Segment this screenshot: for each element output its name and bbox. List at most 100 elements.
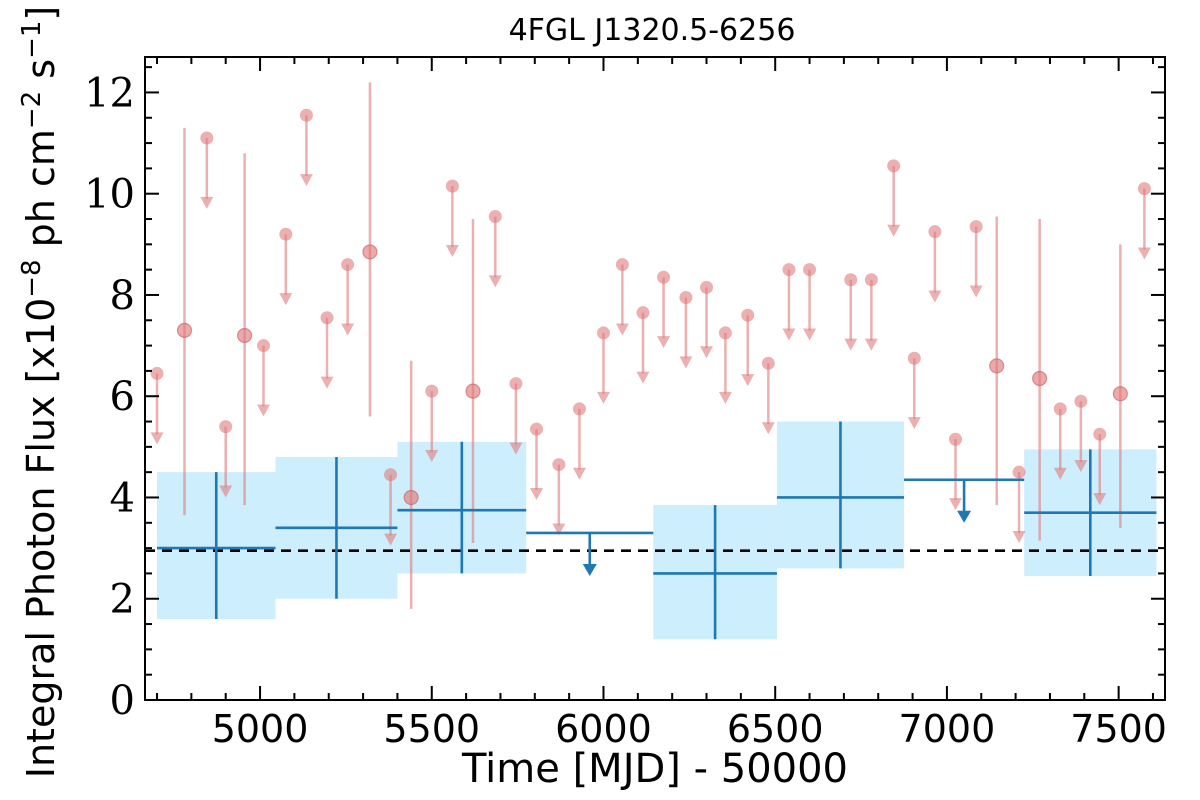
upper-limit-point (907, 351, 921, 365)
upper-limit-point (844, 273, 858, 287)
x-tick-label: 5000 (212, 707, 309, 751)
upper-limit-point (803, 263, 817, 277)
x-tick-label: 7000 (899, 707, 996, 751)
detection-point (1112, 386, 1128, 402)
upper-limit-arrowhead (803, 328, 817, 341)
upper-limit-point (509, 377, 523, 391)
upper-limit-point (384, 468, 398, 482)
upper-limit-arrowhead (256, 404, 270, 417)
y-axis-label-exp1: −8 (17, 259, 47, 297)
upper-limit-arrowhead (1074, 460, 1088, 473)
upper-limit-arrowhead (679, 356, 693, 369)
upper-limit-arrowhead (509, 442, 523, 455)
upper-limit-point (572, 402, 586, 416)
upper-limit-point (679, 290, 693, 304)
upper-limit-point (700, 280, 714, 294)
plot-content (145, 82, 1165, 640)
upper-limit-arrowhead (700, 346, 714, 359)
y-tick-label: 2 (110, 577, 135, 623)
y-tick-label: 10 (84, 172, 135, 218)
upper-limit-point (200, 131, 214, 145)
x-axis-label: Time [MJD] - 50000 (461, 746, 848, 792)
y-axis-label: Integral Photon Flux [x10−8 ph cm−2 s−1] (17, 6, 63, 779)
upper-limit-arrowhead (219, 485, 233, 498)
upper-limit-arrowhead (1012, 531, 1026, 544)
detection-point (465, 383, 481, 399)
upper-limit-arrowhead (279, 293, 293, 306)
upper-limit-point (425, 384, 439, 398)
upper-limit-point (761, 356, 775, 370)
upper-limit-arrowhead (1053, 467, 1067, 480)
detection-point (403, 489, 419, 506)
upper-limit-arrowhead (928, 290, 942, 303)
upper-limit-point (969, 220, 983, 234)
y-tick-labels: 0 2 4 6 8 10 12 (84, 70, 135, 724)
x-tick-label: 6500 (727, 707, 824, 751)
upper-limit-point (657, 270, 671, 284)
plot-frame (144, 56, 1166, 701)
upper-limit-arrowhead (844, 338, 858, 351)
detection-point (176, 322, 193, 339)
upper-limit-arrowhead (150, 432, 164, 445)
y-axis-label-exp3: −1 (17, 21, 47, 59)
y-tick-label: 12 (84, 70, 135, 116)
upper-limit-point (552, 458, 566, 472)
upper-limit-point (279, 227, 293, 241)
long-bin-upper-limit-arrowhead (957, 510, 972, 523)
axis-ticks (145, 57, 1165, 701)
upper-limit-arrowhead (552, 523, 566, 536)
y-tick-label: 6 (110, 374, 135, 420)
upper-limit-point (636, 306, 650, 320)
upper-limit-arrowhead (969, 285, 983, 298)
detection-point (236, 327, 253, 344)
upper-limit-arrowhead (949, 498, 963, 511)
upper-limit-point (782, 263, 796, 277)
upper-limit-point (741, 308, 755, 322)
upper-limit-arrowhead (761, 422, 775, 435)
upper-limit-point (928, 225, 942, 239)
long-bin-upper-limit-arrowhead (582, 563, 597, 576)
upper-limit-point (1137, 182, 1151, 196)
upper-limit-arrowhead (1137, 247, 1151, 260)
y-axis-label-end: ] (19, 6, 63, 21)
y-tick-label: 0 (110, 678, 135, 724)
y-axis-label-mid2: s (19, 59, 63, 91)
upper-limit-point (949, 432, 963, 446)
upper-limit-arrowhead (425, 450, 439, 463)
upper-limit-arrowhead (864, 338, 878, 351)
upper-limit-arrowhead (741, 374, 755, 387)
upper-limit-point (718, 326, 732, 340)
upper-limit-arrowhead (782, 328, 796, 341)
y-tick-label: 4 (110, 475, 135, 521)
upper-limit-point (615, 258, 629, 272)
upper-limit-point (887, 159, 901, 173)
detection-point (1032, 370, 1048, 387)
upper-limit-point (445, 179, 459, 193)
upper-limit-arrowhead (530, 488, 544, 501)
upper-limit-arrowhead (1093, 493, 1107, 506)
chart-title: 4FGL J1320.5-6256 (509, 13, 796, 48)
upper-limit-arrowhead (887, 224, 901, 237)
y-tick-label: 8 (110, 273, 135, 319)
upper-limit-arrowhead (572, 467, 586, 480)
detection-point (362, 244, 378, 260)
upper-limit-arrowhead (320, 376, 334, 389)
upper-limit-arrowhead (718, 391, 732, 404)
upper-limit-arrowhead (200, 196, 214, 209)
y-axis-label-mid: ph cm (19, 129, 63, 259)
upper-limit-arrowhead (384, 533, 398, 546)
upper-limit-arrowhead (657, 336, 671, 349)
upper-limit-arrowhead (907, 417, 921, 430)
upper-limit-arrowhead (615, 323, 629, 336)
upper-limit-point (1093, 427, 1107, 441)
upper-limit-arrowhead (445, 244, 459, 257)
upper-limit-point (219, 420, 233, 434)
upper-limit-arrowhead (299, 174, 313, 187)
y-axis-label-exp2: −2 (17, 91, 47, 129)
upper-limit-point (320, 311, 334, 325)
upper-limit-point (596, 326, 610, 340)
y-axis-label-main: Integral Photon Flux [x10 (19, 298, 63, 779)
upper-limit-arrowhead (636, 371, 650, 384)
upper-limit-arrowhead (341, 323, 355, 336)
upper-limit-point (864, 273, 878, 287)
